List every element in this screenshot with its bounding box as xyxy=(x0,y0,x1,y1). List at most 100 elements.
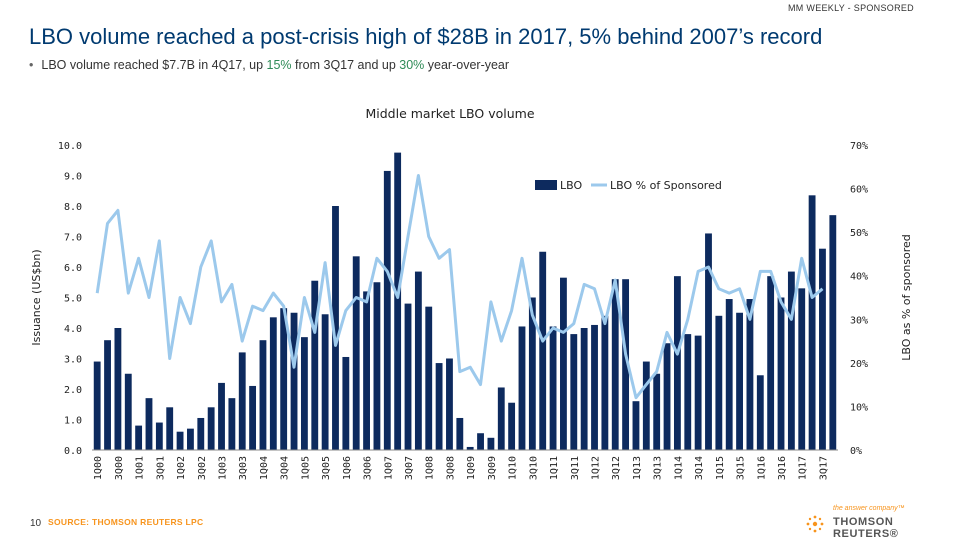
bar-1Q07 xyxy=(383,170,391,451)
bar-2Q01 xyxy=(145,398,153,450)
line-lbo-pct-sponsored xyxy=(95,174,824,400)
y-tick-label: 9.0 xyxy=(64,172,82,183)
x-tick-label: 1Q16 xyxy=(756,456,767,480)
bullet-pct-yoy: 30% xyxy=(399,58,425,72)
bar-4Q06 xyxy=(373,282,381,450)
x-tick-label: 1Q17 xyxy=(798,456,809,480)
bar-1Q13 xyxy=(632,401,640,450)
bar-4Q01 xyxy=(166,407,174,450)
y2-tick-label: 60% xyxy=(850,185,868,196)
x-tick-label: 3Q05 xyxy=(321,456,332,480)
bar-1Q16 xyxy=(756,375,764,450)
x-tick-label: 3Q17 xyxy=(818,456,829,480)
bar-4Q15 xyxy=(746,299,754,450)
bar-3Q13 xyxy=(653,373,661,450)
bar-4Q12 xyxy=(622,279,630,450)
x-tick-label: 3Q08 xyxy=(445,456,456,480)
bar-3Q04 xyxy=(280,308,288,450)
y-axis-label: Issuance (US$bn) xyxy=(30,249,43,345)
legend-swatch-lbo xyxy=(535,180,557,190)
y-tick-label: 2.0 xyxy=(64,385,82,396)
bar-3Q08 xyxy=(446,358,453,450)
bar-2Q00 xyxy=(104,340,111,450)
x-tick-label: 3Q14 xyxy=(694,456,705,480)
x-tick-label: 1Q09 xyxy=(466,456,477,480)
y2-tick-label: 20% xyxy=(850,359,868,370)
y2-tick-label: 10% xyxy=(850,402,868,413)
bar-2Q08 xyxy=(435,363,443,450)
bar-1Q02 xyxy=(176,431,184,450)
y2-tick-label: 40% xyxy=(850,272,868,283)
bar-4Q11 xyxy=(580,328,588,450)
report-tag: MM WEEKLY - SPONSORED xyxy=(788,3,914,13)
x-tick-label: 1Q11 xyxy=(549,456,560,480)
x-tick-label: 3Q16 xyxy=(777,456,788,480)
bar-2Q15 xyxy=(725,299,733,450)
bar-3Q02 xyxy=(197,417,205,450)
y2-tick-label: 0% xyxy=(850,446,862,457)
x-tick-label: 3Q10 xyxy=(528,456,539,480)
x-tick-label: 3Q11 xyxy=(570,456,581,480)
bar-3Q09 xyxy=(487,437,495,450)
bar-2Q05 xyxy=(311,280,319,450)
bar-4Q03 xyxy=(249,385,257,450)
page-title: LBO volume reached a post-crisis high of… xyxy=(29,24,823,49)
bar-4Q14 xyxy=(705,233,712,450)
bar-2Q13 xyxy=(642,361,650,450)
bar-2Q07 xyxy=(394,152,402,450)
bar-1Q08 xyxy=(425,306,433,450)
y-tick-label: 6.0 xyxy=(64,263,82,274)
thomson-reuters-logo-icon xyxy=(806,515,824,533)
page-number: 10 xyxy=(30,518,42,529)
source-note: SOURCE: THOMSON REUTERS LPC xyxy=(48,517,204,527)
y-tick-label: 8.0 xyxy=(64,202,82,213)
bar-1Q01 xyxy=(135,425,143,450)
x-tick-label: 1Q04 xyxy=(259,456,270,480)
x-tick-label: 1Q13 xyxy=(632,456,643,480)
y-tick-label: 7.0 xyxy=(64,233,82,244)
bar-4Q10 xyxy=(539,251,547,450)
bar-3Q05 xyxy=(321,314,329,450)
y-tick-label: 5.0 xyxy=(64,294,82,305)
bar-3Q01 xyxy=(155,422,163,450)
bar-2Q16 xyxy=(767,276,775,450)
bullet-text-pre: LBO volume reached $7.7B in 4Q17, up xyxy=(41,58,267,72)
bar-1Q15 xyxy=(715,315,723,450)
x-tick-label: 3Q15 xyxy=(736,456,747,480)
x-tick-label: 3Q01 xyxy=(155,456,166,480)
bar-4Q13 xyxy=(663,343,671,450)
bar-4Q17 xyxy=(829,215,837,450)
bar-1Q04 xyxy=(259,340,267,450)
y2-tick-label: 50% xyxy=(850,228,868,239)
x-tick-label: 1Q03 xyxy=(218,456,229,480)
bar-4Q09 xyxy=(497,387,505,450)
x-tick-label: 1Q14 xyxy=(673,456,684,480)
bar-1Q06 xyxy=(342,356,350,450)
x-tick-label: 1Q06 xyxy=(342,456,353,480)
bar-3Q03 xyxy=(238,352,246,450)
bar-4Q16 xyxy=(787,271,795,450)
bar-2Q02 xyxy=(187,428,194,450)
x-tick-label: 3Q09 xyxy=(487,456,498,480)
x-tick-label: 3Q06 xyxy=(363,456,374,480)
summary-bullet: • LBO volume reached $7.7B in 4Q17, up 15… xyxy=(29,58,509,72)
x-tick-label: 3Q07 xyxy=(404,456,415,480)
bar-3Q11 xyxy=(570,334,578,450)
bar-1Q14 xyxy=(673,276,681,450)
bar-1Q10 xyxy=(508,402,516,450)
y-tick-label: 4.0 xyxy=(64,324,82,335)
x-tick-label: 3Q03 xyxy=(238,456,249,480)
x-tick-label: 1Q10 xyxy=(508,456,519,480)
x-tick-label: 1Q07 xyxy=(383,456,394,480)
bar-2Q04 xyxy=(269,317,277,450)
chart-title: Middle market LBO volume xyxy=(365,106,534,121)
bar-4Q05 xyxy=(332,206,339,450)
bar-4Q07 xyxy=(414,271,422,450)
bar-3Q00 xyxy=(114,328,122,450)
bar-1Q09 xyxy=(466,446,474,450)
bar-3Q15 xyxy=(736,312,743,450)
x-tick-label: 3Q00 xyxy=(114,456,125,480)
bar-2Q10 xyxy=(518,326,526,450)
y2-tick-label: 30% xyxy=(850,315,868,326)
bar-2Q14 xyxy=(684,334,692,450)
